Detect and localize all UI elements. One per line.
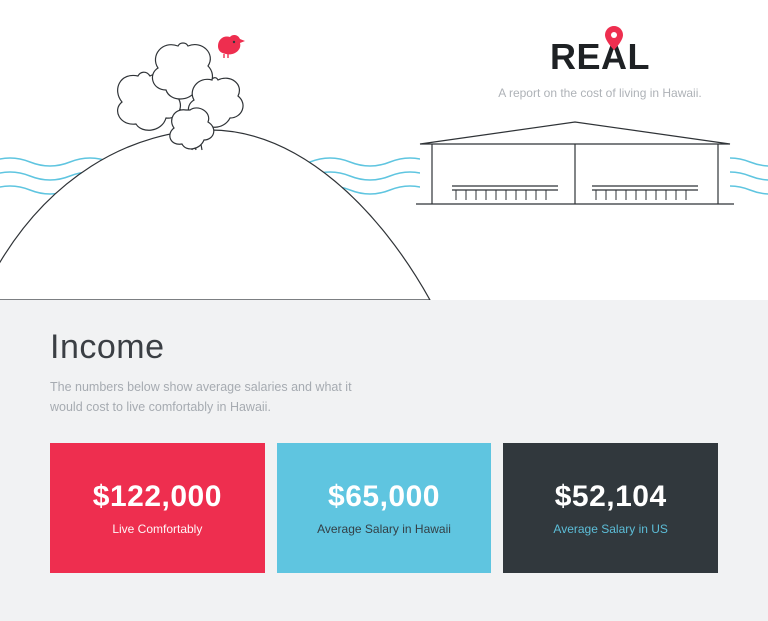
stat-cards: $122,000 Live Comfortably $65,000 Averag…	[0, 417, 768, 573]
brand-block: REAL A report on the cost of living in H…	[480, 36, 720, 100]
hero-illustration: REAL A report on the cost of living in H…	[0, 0, 768, 300]
stat-label: Average Salary in US	[553, 522, 668, 536]
section-title: Income	[0, 300, 768, 377]
map-pin-icon	[605, 26, 623, 50]
brand-logo: REAL	[550, 36, 650, 78]
bird-icon	[218, 35, 245, 58]
stat-label: Average Salary in Hawaii	[317, 522, 451, 536]
stat-value: $52,104	[555, 480, 667, 514]
stat-card-hawaii-salary: $65,000 Average Salary in Hawaii	[277, 443, 492, 573]
stat-value: $65,000	[328, 480, 440, 514]
brand-tagline: A report on the cost of living in Hawaii…	[480, 86, 720, 100]
hill	[0, 130, 430, 300]
stat-label: Live Comfortably	[112, 522, 202, 536]
stat-value: $122,000	[93, 480, 222, 514]
pavilion-icon	[416, 122, 734, 204]
section-subtitle: The numbers below show average salaries …	[0, 377, 430, 417]
income-section: Income The numbers below show average sa…	[0, 300, 768, 621]
brand-text: REAL	[550, 36, 650, 77]
stat-card-us-salary: $52,104 Average Salary in US	[503, 443, 718, 573]
stat-card-live-comfortably: $122,000 Live Comfortably	[50, 443, 265, 573]
